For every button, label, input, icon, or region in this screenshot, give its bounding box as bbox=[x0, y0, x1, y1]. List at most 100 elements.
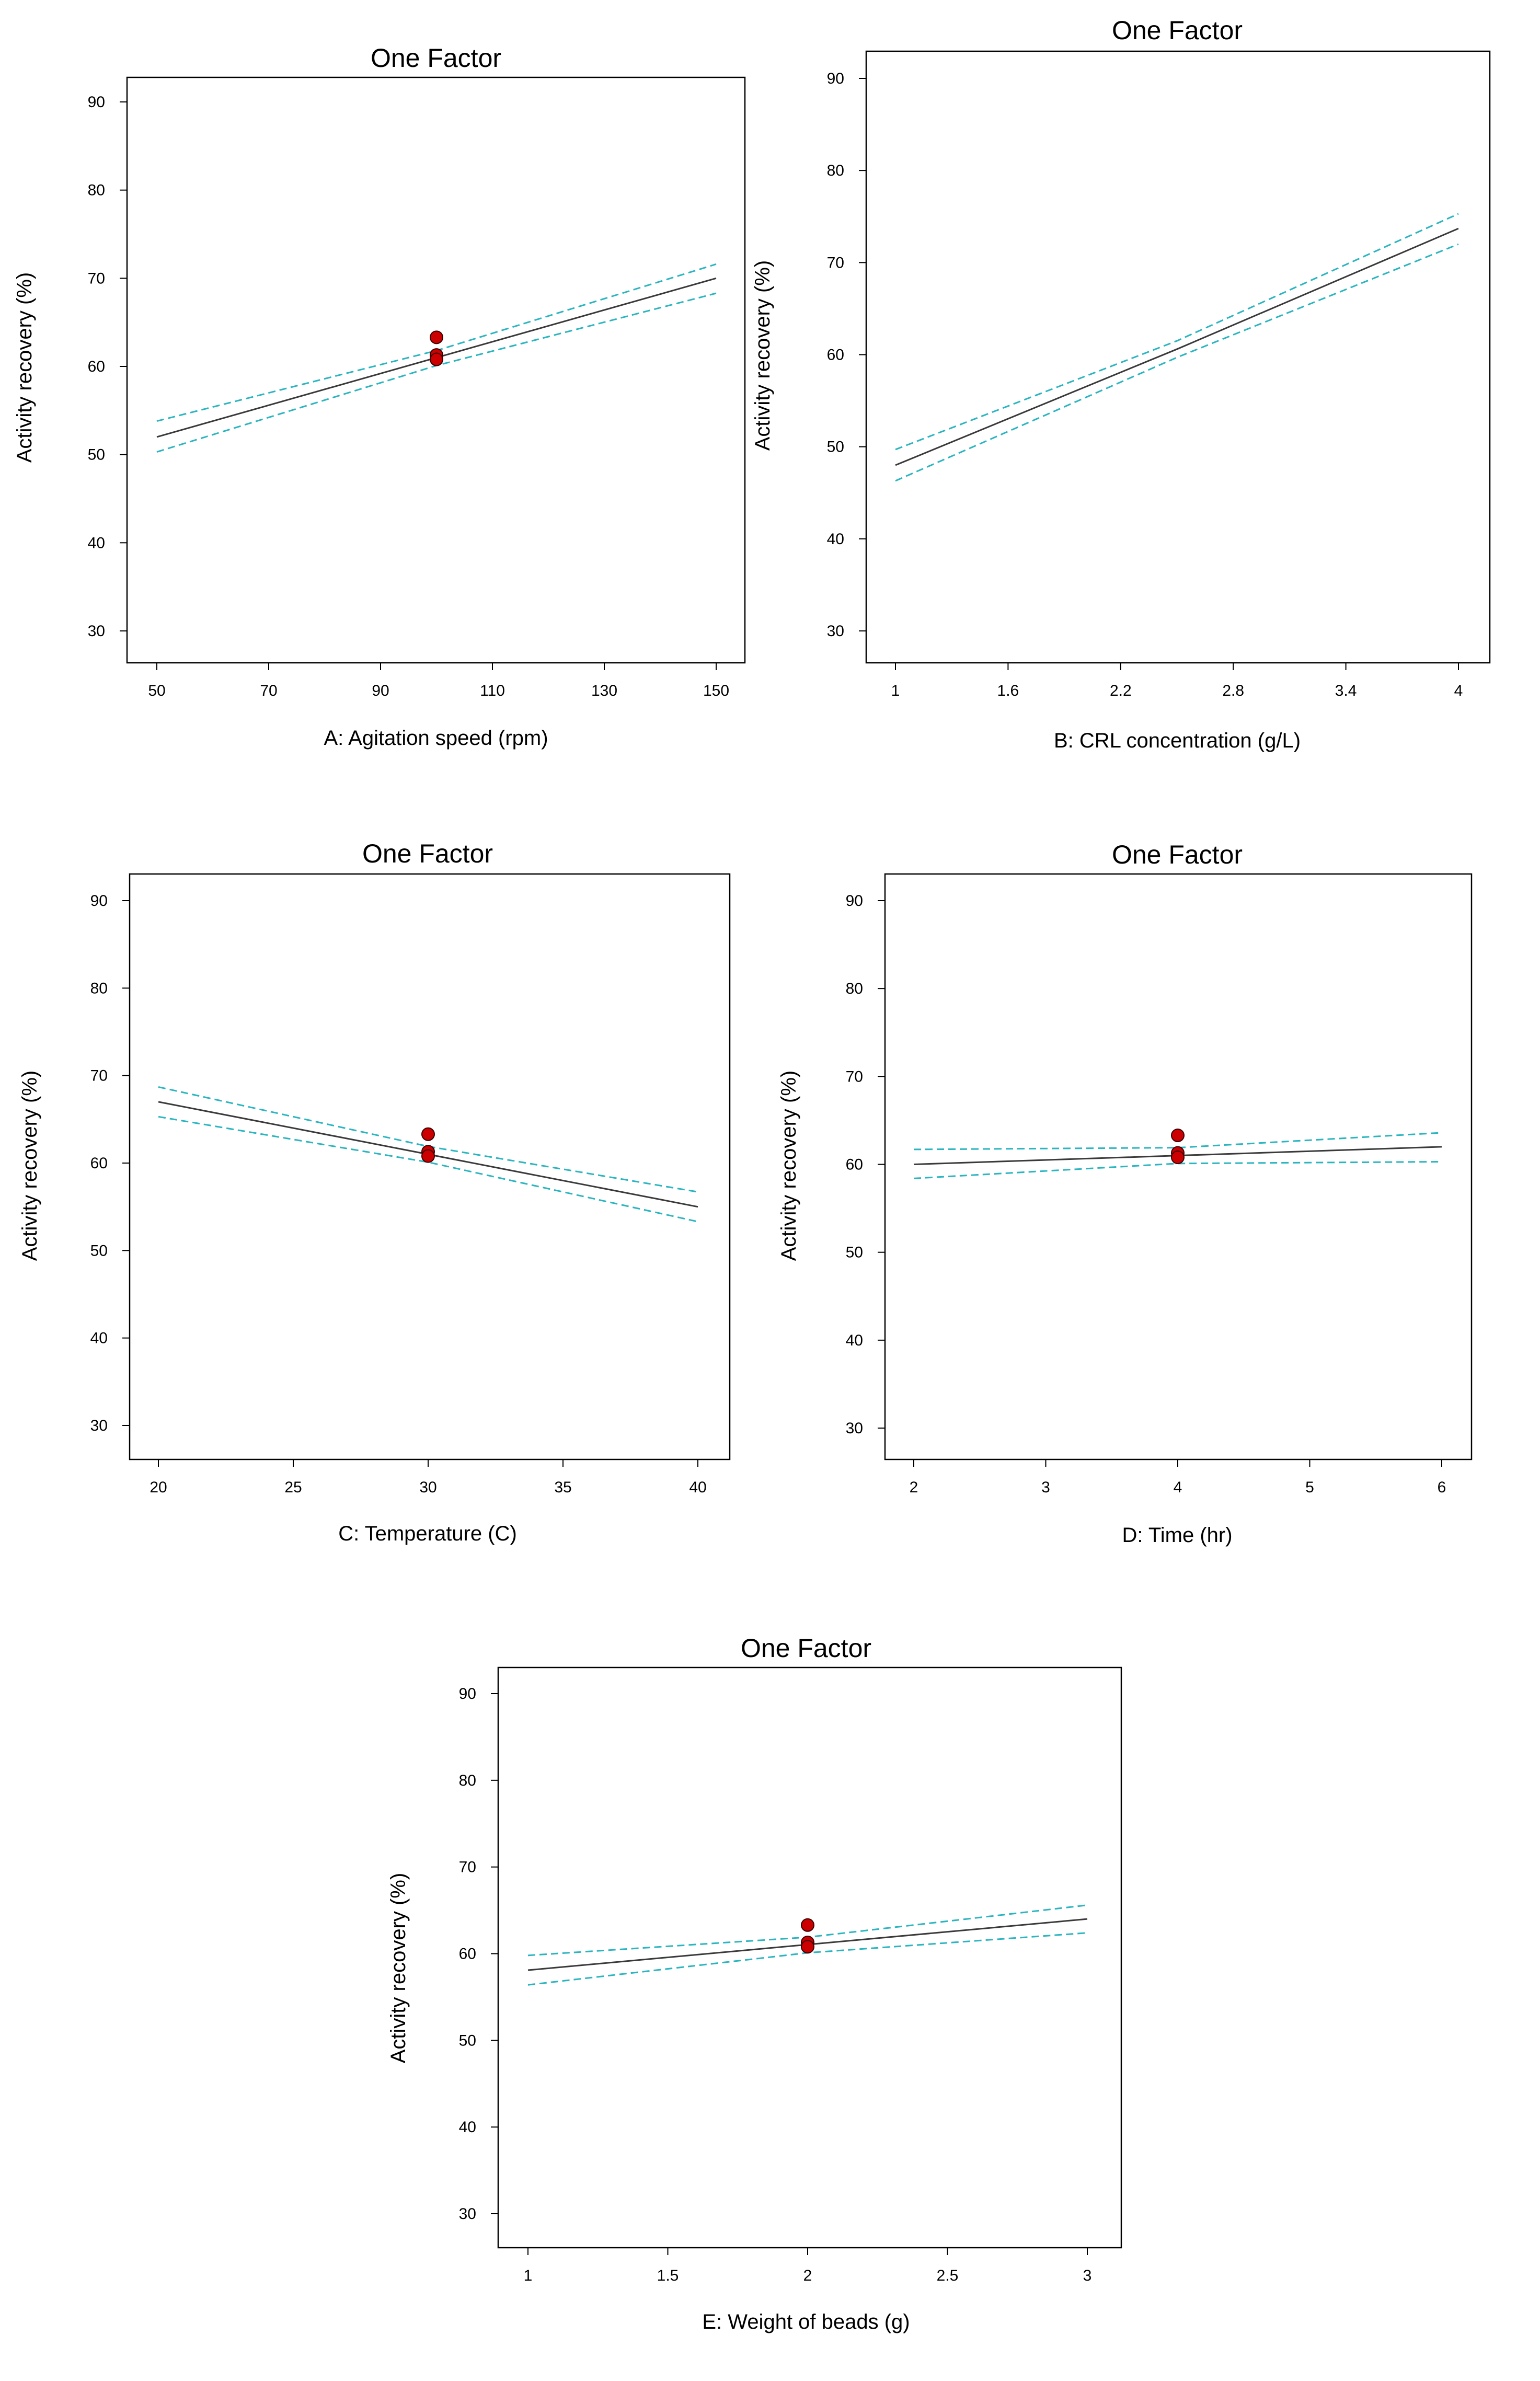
y-tick-label: 50 bbox=[827, 439, 844, 456]
x-tick-label: 3.4 bbox=[1335, 682, 1357, 699]
y-axis-label: Activity recovery (%) bbox=[751, 260, 774, 451]
y-tick-label: 30 bbox=[88, 623, 105, 640]
plot-frame bbox=[865, 50, 1491, 664]
lower-ci-line bbox=[156, 292, 717, 453]
design-point bbox=[1171, 1129, 1185, 1143]
prediction-line bbox=[895, 227, 1459, 466]
chart-title: One Factor bbox=[371, 43, 501, 73]
y-tick-label: 70 bbox=[846, 1068, 863, 1085]
x-tick-label: 40 bbox=[689, 1479, 706, 1496]
y-tick-label: 90 bbox=[88, 94, 105, 111]
y-tick-label: 80 bbox=[90, 980, 108, 997]
x-tick-label: 25 bbox=[284, 1479, 302, 1496]
x-tick-label: 130 bbox=[591, 682, 617, 699]
y-tick-label: 80 bbox=[827, 162, 844, 179]
y-tick-label: 70 bbox=[88, 270, 105, 287]
chart-panel-2: One Factor 1 1.6 2.2 2.8 3.4 4 30 40 50 60 70 80 90 B:… bbox=[751, 16, 1491, 752]
y-tick-label: 30 bbox=[90, 1417, 108, 1434]
design-point bbox=[1171, 1151, 1185, 1165]
y-tick-label: 90 bbox=[827, 70, 844, 87]
design-point bbox=[801, 1918, 814, 1932]
chart-title: One Factor bbox=[741, 1634, 871, 1663]
x-tick-label: 1 bbox=[891, 682, 900, 699]
x-tick-label: 2.2 bbox=[1110, 682, 1132, 699]
y-tick-label: 60 bbox=[90, 1155, 108, 1172]
y-tick-label: 90 bbox=[90, 892, 108, 910]
x-tick-label: 35 bbox=[554, 1479, 571, 1496]
y-axis-label: Activity recovery (%) bbox=[387, 1873, 410, 2064]
design-point bbox=[421, 1149, 435, 1163]
y-tick-label: 30 bbox=[459, 2205, 476, 2223]
y-tick-label: 40 bbox=[459, 2119, 476, 2136]
x-tick-label: 5 bbox=[1305, 1479, 1314, 1496]
plot-frame bbox=[497, 1666, 1122, 2249]
y-tick-label: 50 bbox=[90, 1242, 108, 1259]
y-tick-label: 60 bbox=[827, 347, 844, 364]
design-point bbox=[430, 352, 443, 366]
y-tick-label: 30 bbox=[846, 1420, 863, 1437]
plot-frame bbox=[126, 76, 746, 664]
lower-ci-line bbox=[895, 243, 1459, 482]
x-tick-label: 2.8 bbox=[1222, 682, 1244, 699]
y-axis-label: Activity recovery (%) bbox=[777, 1071, 800, 1261]
design-point bbox=[801, 1940, 814, 1954]
x-tick-label: 110 bbox=[480, 682, 505, 699]
chart-title: One Factor bbox=[362, 839, 493, 868]
y-tick-label: 80 bbox=[88, 182, 105, 199]
x-tick-label: 2 bbox=[910, 1479, 918, 1496]
y-tick-label: 90 bbox=[459, 1685, 476, 1703]
y-tick-label: 70 bbox=[459, 1859, 476, 1876]
chart-panel-4: One Factor 2 3 4 5 6 30 40 50 60 70 80 90 D: Time (hr… bbox=[777, 840, 1473, 1547]
x-tick-label: 6 bbox=[1438, 1479, 1446, 1496]
x-tick-label: 150 bbox=[703, 682, 729, 699]
design-point bbox=[430, 330, 443, 344]
y-tick-label: 80 bbox=[846, 980, 863, 997]
x-tick-label: 90 bbox=[372, 682, 389, 699]
x-tick-label: 4 bbox=[1174, 1479, 1182, 1496]
chart-panel-3: One Factor 20 25 30 35 40 30 40 50 60 70 80 90 C: Tem… bbox=[18, 839, 731, 1545]
y-tick-label: 60 bbox=[88, 358, 105, 375]
chart-title: One Factor bbox=[1112, 840, 1243, 869]
x-axis-label: A: Agitation speed (rpm) bbox=[324, 727, 548, 750]
x-tick-label: 50 bbox=[148, 682, 165, 699]
x-axis-label: C: Temperature (C) bbox=[338, 1522, 517, 1545]
chart-title: One Factor bbox=[1112, 16, 1243, 45]
y-tick-label: 70 bbox=[827, 254, 844, 271]
x-tick-label: 3 bbox=[1083, 2267, 1092, 2284]
y-tick-label: 70 bbox=[90, 1067, 108, 1085]
y-tick-label: 50 bbox=[846, 1244, 863, 1261]
y-tick-label: 40 bbox=[88, 534, 105, 551]
x-tick-label: 20 bbox=[150, 1479, 167, 1496]
y-tick-label: 60 bbox=[846, 1156, 863, 1174]
x-tick-label: 1.6 bbox=[997, 682, 1019, 699]
x-axis-label: B: CRL concentration (g/L) bbox=[1054, 729, 1301, 752]
plot-frame bbox=[129, 873, 731, 1460]
y-tick-label: 80 bbox=[459, 1772, 476, 1789]
y-axis-label: Activity recovery (%) bbox=[13, 272, 36, 463]
x-axis-label: E: Weight of beads (g) bbox=[702, 2310, 910, 2333]
y-tick-label: 40 bbox=[827, 531, 844, 548]
y-tick-label: 30 bbox=[827, 623, 844, 640]
x-tick-label: 2.5 bbox=[937, 2267, 959, 2284]
x-tick-label: 1 bbox=[524, 2267, 533, 2284]
chart-panel-5: One Factor 1 1.5 2 2.5 3 30 40 50 60 70 80 90 E: Weig… bbox=[387, 1634, 1122, 2333]
x-tick-label: 30 bbox=[419, 1479, 436, 1496]
y-tick-label: 50 bbox=[459, 2032, 476, 2049]
lower-ci-line bbox=[913, 1160, 1442, 1179]
y-tick-label: 50 bbox=[88, 446, 105, 464]
x-tick-label: 2 bbox=[803, 2267, 812, 2284]
x-tick-label: 3 bbox=[1041, 1479, 1050, 1496]
y-axis-label: Activity recovery (%) bbox=[18, 1071, 41, 1261]
x-tick-label: 4 bbox=[1454, 682, 1463, 699]
upper-ci-line bbox=[895, 213, 1459, 451]
upper-ci-line bbox=[913, 1132, 1442, 1151]
y-tick-label: 90 bbox=[846, 892, 863, 910]
chart-panel-1: One Factor 50 70 90 110 130 150 30 40 50 60 70 80 90 A… bbox=[13, 43, 746, 750]
x-tick-label: 1.5 bbox=[657, 2267, 679, 2284]
x-axis-label: D: Time (hr) bbox=[1122, 1524, 1232, 1547]
y-tick-label: 40 bbox=[90, 1330, 108, 1347]
plot-frame bbox=[884, 873, 1473, 1460]
x-tick-label: 70 bbox=[260, 682, 277, 699]
